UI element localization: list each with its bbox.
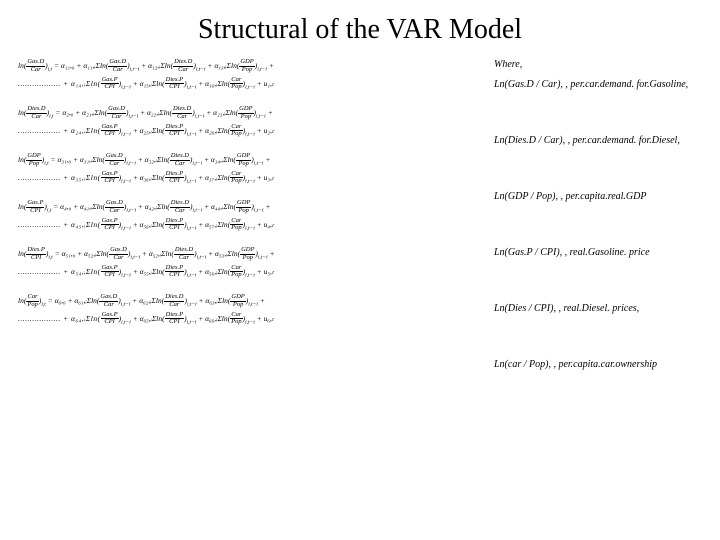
legend-where: Where, xyxy=(494,58,702,72)
equation-block-5: ln(Dies.PCPI)i,t = α₅₁,₀ + α₅₂,ᵢΣln(Gas.… xyxy=(18,246,478,281)
equation-block-1: ln(Gas.DCar)i,t = α₁₁,₀ + α₁₁,ᵢΣln(Gas.D… xyxy=(18,58,478,93)
equation-line1: ln(Gas.DCar)i,t = α₁₁,₀ + α₁₁,ᵢΣln(Gas.D… xyxy=(18,58,478,76)
legend-item-2: Ln(Dies.D / Car), , per.car.demand. for.… xyxy=(494,134,702,148)
equation-line2: .................. + α₁₄,ᵢΣln(Gas.PCPI)i… xyxy=(18,76,478,94)
equation-line2: .................. + α₅₄,ᵢΣln(Gas.PCPI)i… xyxy=(18,264,478,282)
equation-line1: ln(GDPPop)i,t = α₃₁,₀ + α₃₁,ᵢΣln(Gas.DCa… xyxy=(18,152,478,170)
equation-block-4: ln(Gas.PCPI)i,t = α₄,₀ + α₄₁,ᵢΣln(Gas.DC… xyxy=(18,199,478,234)
content-area: ln(Gas.DCar)i,t = α₁₁,₀ + α₁₁,ᵢΣln(Gas.D… xyxy=(18,58,702,414)
legend-item-4: Ln(Gas.P / CPI), , real.Gasoline. price xyxy=(494,246,702,260)
equation-line1: ln(Dies.PCPI)i,t = α₅₁,₀ + α₅₂,ᵢΣln(Gas.… xyxy=(18,246,478,264)
equation-block-6: ln(CarPop)i,t = α₆,₀ + α₆₁,ᵢΣln(Gas.DCar… xyxy=(18,293,478,328)
legend-item-1: Ln(Gas.D / Car), , per.car.demand. for.G… xyxy=(494,78,702,92)
equation-line2: .................. + α₂₄,ᵢΣln(Gas.PCPI)i… xyxy=(18,123,478,141)
equation-line2: .................. + α₄₅,ᵢΣln(Gas.PCPI)i… xyxy=(18,217,478,235)
equations-column: ln(Gas.DCar)i,t = α₁₁,₀ + α₁₁,ᵢΣln(Gas.D… xyxy=(18,58,478,414)
equation-line1: ln(CarPop)i,t = α₆,₀ + α₆₁,ᵢΣln(Gas.DCar… xyxy=(18,293,478,311)
legend-item-5: Ln(Dies / CPI), , real.Diesel. prices, xyxy=(494,302,702,316)
page-title: Structural of the VAR Model xyxy=(18,14,702,46)
legend-column: Where, Ln(Gas.D / Car), , per.car.demand… xyxy=(494,58,702,414)
equation-line2: .................. + α₆₄,ᵢΣln(Gas.PCPI)i… xyxy=(18,311,478,329)
equation-line2: .................. + α₃₅,ᵢΣln(Gas.PCPI)i… xyxy=(18,170,478,188)
equation-line1: ln(Gas.PCPI)i,t = α₄,₀ + α₄₁,ᵢΣln(Gas.DC… xyxy=(18,199,478,217)
equation-line1: ln(Dies.DCar)i,t = α₂,₀ + α₂₁,ᵢΣln(Gas.D… xyxy=(18,105,478,123)
legend-item-3: Ln(GDP / Pop), , per.capita.real.GDP xyxy=(494,190,702,204)
legend-item-6: Ln(car / Pop), , per.capita.car.ownershi… xyxy=(494,358,702,372)
equation-block-2: ln(Dies.DCar)i,t = α₂,₀ + α₂₁,ᵢΣln(Gas.D… xyxy=(18,105,478,140)
equation-block-3: ln(GDPPop)i,t = α₃₁,₀ + α₃₁,ᵢΣln(Gas.DCa… xyxy=(18,152,478,187)
